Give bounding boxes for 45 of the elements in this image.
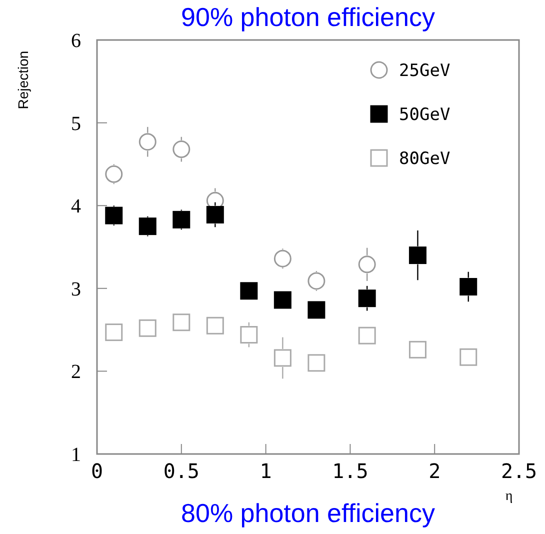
x-tick-label: 1.5 bbox=[332, 459, 368, 483]
point bbox=[172, 140, 190, 158]
point bbox=[105, 165, 123, 183]
x-tick-label: 2 bbox=[428, 459, 441, 483]
point bbox=[138, 218, 156, 236]
x-axis-title: η bbox=[505, 489, 513, 504]
y-tick-label: 2 bbox=[71, 361, 81, 384]
point bbox=[105, 206, 123, 224]
point bbox=[358, 326, 376, 344]
point bbox=[358, 256, 376, 274]
point bbox=[358, 290, 376, 308]
y-tick-label: 1 bbox=[71, 444, 81, 466]
point bbox=[274, 250, 292, 268]
y-axis-title: Rejection bbox=[15, 50, 31, 110]
x-tick-label: 1 bbox=[260, 459, 272, 483]
y-tick-label: 3 bbox=[71, 278, 81, 300]
x-tick-label: 0.5 bbox=[163, 459, 200, 483]
point bbox=[172, 314, 190, 332]
point bbox=[274, 291, 292, 309]
point bbox=[308, 354, 326, 372]
legend-label: 25GeV bbox=[399, 61, 450, 81]
point bbox=[240, 282, 258, 300]
y-tick-label: 5 bbox=[71, 112, 81, 135]
point bbox=[172, 210, 190, 228]
point bbox=[206, 206, 224, 224]
x-tick-label: 2.5 bbox=[500, 459, 538, 483]
point bbox=[408, 340, 426, 358]
point bbox=[105, 324, 123, 342]
point bbox=[408, 246, 426, 264]
point bbox=[206, 316, 224, 334]
chart-title: 90% photon efficiency bbox=[181, 2, 435, 32]
point bbox=[274, 349, 292, 367]
point bbox=[460, 348, 478, 366]
y-tick-label: 4 bbox=[71, 196, 81, 218]
text: 80% photon efficiency bbox=[181, 498, 435, 528]
y-tick-label: 6 bbox=[71, 30, 81, 52]
x-tick-label: 0 bbox=[90, 459, 104, 483]
point bbox=[308, 301, 326, 319]
point bbox=[138, 133, 156, 151]
point bbox=[240, 326, 258, 344]
legend-label: 80GeV bbox=[399, 149, 450, 169]
point bbox=[460, 278, 478, 296]
legend-label: 50GeV bbox=[399, 105, 450, 125]
point bbox=[308, 272, 326, 290]
point bbox=[138, 319, 156, 337]
